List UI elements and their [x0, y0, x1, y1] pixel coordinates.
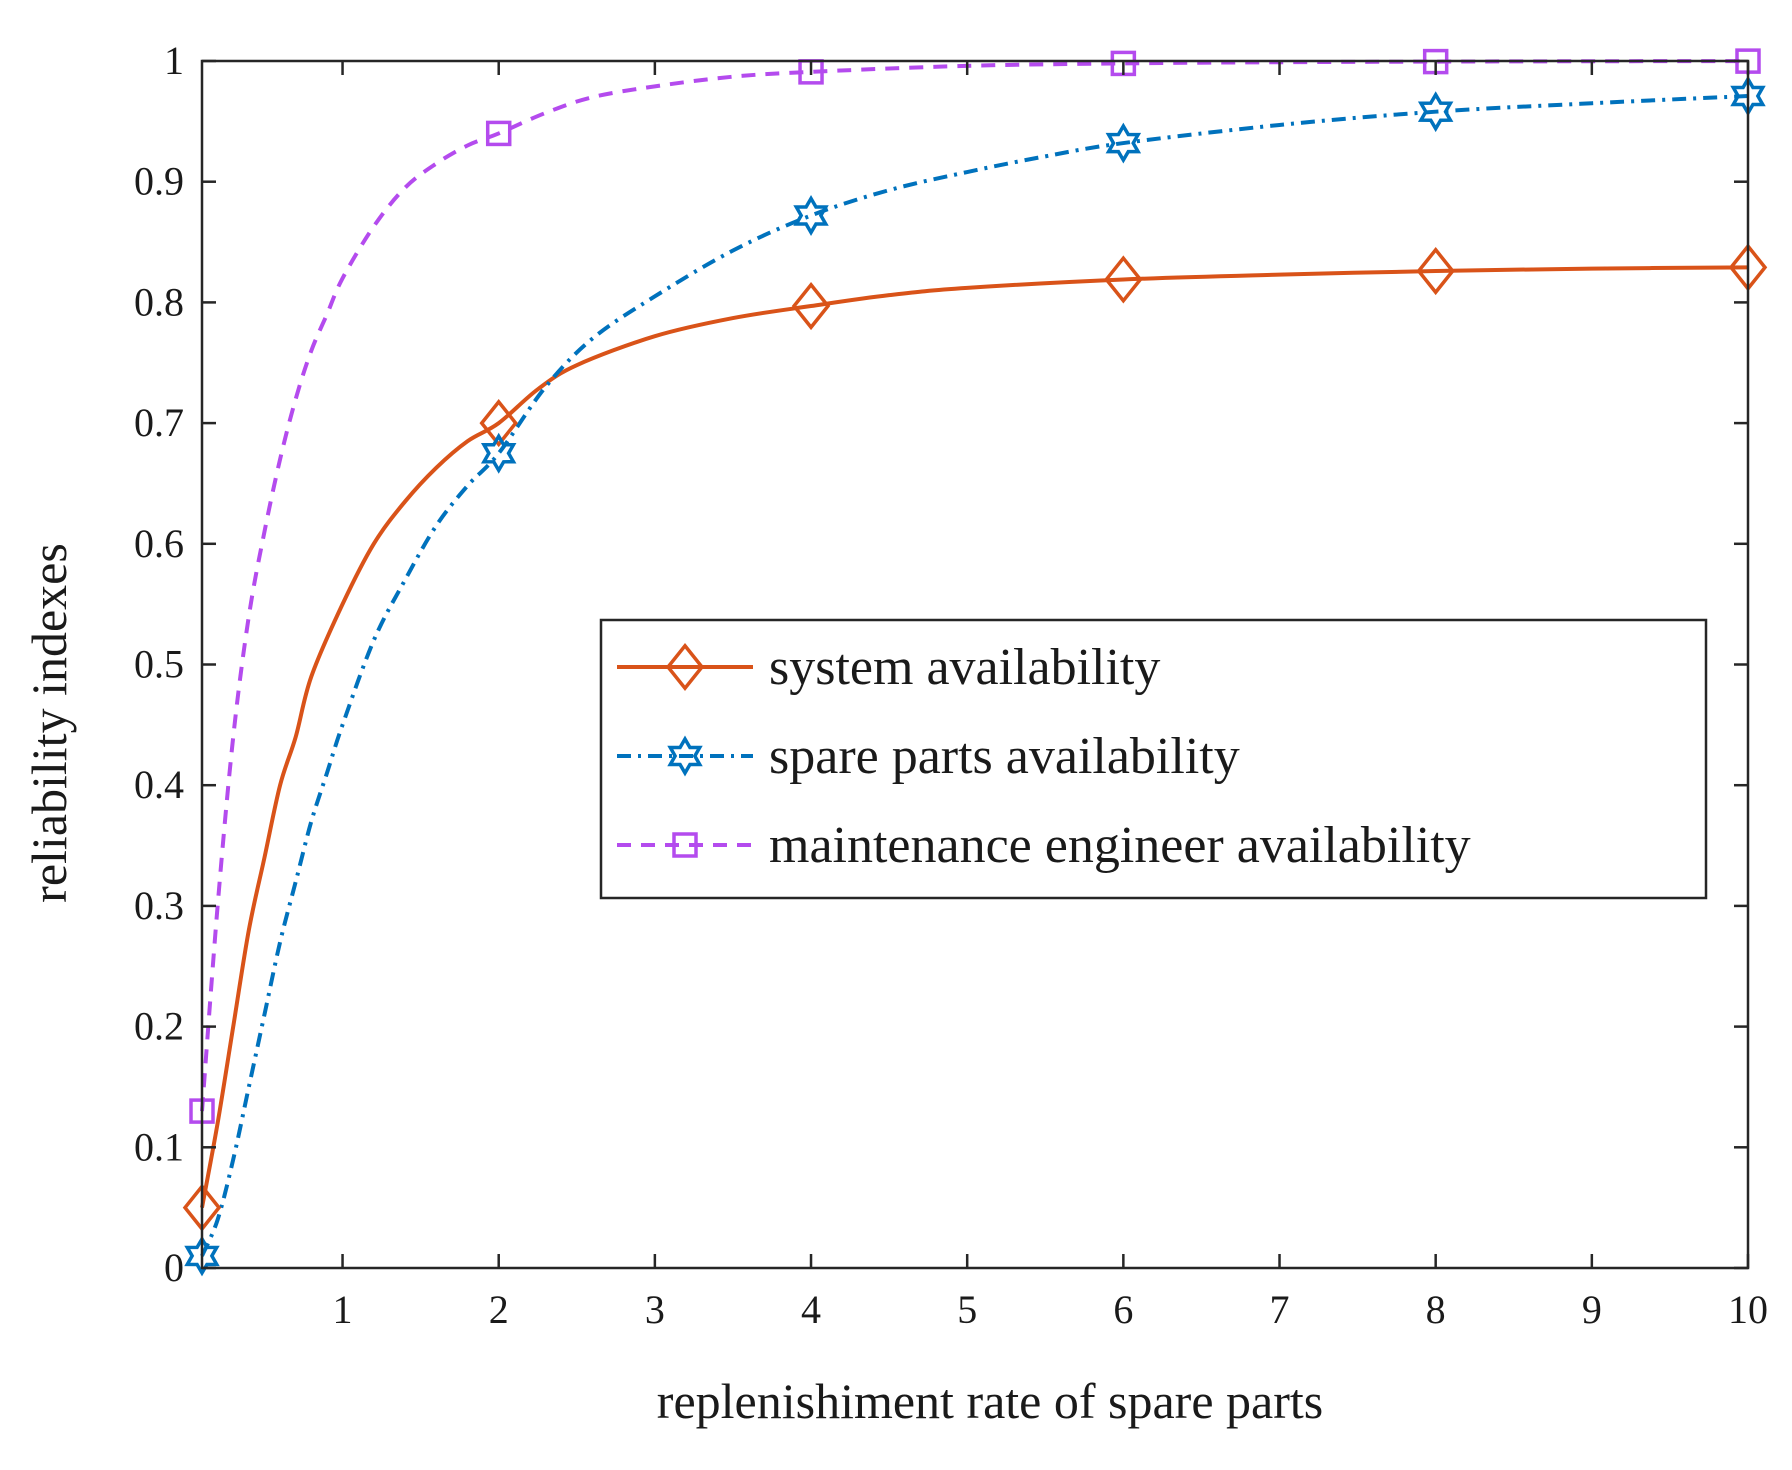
y-tick-label: 0.4	[134, 762, 184, 807]
spare-parts-availability-point	[480, 432, 517, 474]
y-tick-label: 0.8	[134, 279, 184, 324]
y-tick-label: 0.2	[134, 1004, 184, 1049]
legend-label-spare-parts-availability: spare parts availability	[769, 728, 1240, 785]
spare-parts-availability-line	[200, 94, 1749, 1257]
maintenance-engineer-availability-point	[485, 120, 512, 147]
system-availability-point	[1416, 246, 1455, 296]
spare-parts-availability-point	[1417, 91, 1454, 133]
system-availability-line	[200, 265, 1749, 1209]
system-availability-point	[791, 281, 831, 331]
y-tick-label: 0.3	[134, 883, 184, 928]
x-tick-label: 7	[1270, 1287, 1290, 1332]
y-axis-label: reliability indexes	[21, 543, 77, 903]
spare-parts-availability-point	[793, 195, 829, 236]
x-tick-label: 1	[333, 1287, 353, 1332]
y-tick-label: 0.6	[134, 521, 184, 566]
x-tick-label: 3	[645, 1287, 665, 1332]
x-tick-label: 10	[1728, 1287, 1768, 1332]
legend-marker-maintenance-engineer-availability	[672, 832, 698, 858]
y-tick-label: 0	[164, 1245, 184, 1290]
series-layer	[200, 59, 1749, 1257]
tick-layer: 1 2 3 4 5 6 7 8 9 10 0 0.1 0.2 0.3 0.4 0.5 0.6 0.7 0.8 0.9 1	[134, 38, 1768, 1332]
spare-parts-availability-point	[1105, 122, 1142, 164]
legend-label-system-availability: system availability	[769, 639, 1160, 696]
x-tick-label: 9	[1582, 1287, 1602, 1332]
system-availability-point	[479, 399, 518, 448]
y-tick-label: 0.5	[134, 642, 184, 687]
legend-marker-spare-parts-availability	[667, 735, 703, 777]
legend: system availability spare parts availabil…	[599, 618, 1708, 900]
legend-box	[599, 618, 1708, 900]
x-tick-label: 2	[489, 1287, 509, 1332]
y-tick-label: 0.7	[134, 400, 184, 445]
x-tick-label: 4	[801, 1287, 821, 1332]
y-tick-label: 1	[164, 38, 184, 83]
spare-parts-availability-point	[184, 1235, 220, 1277]
x-axis-label: replenishiment rate of spare parts	[657, 1373, 1323, 1429]
maintenance-engineer-availability-line	[200, 59, 1749, 1112]
x-tick-label: 6	[1113, 1287, 1133, 1332]
x-tick-label: 8	[1426, 1287, 1446, 1332]
system-availability-point	[1104, 255, 1143, 304]
y-tick-label: 0.1	[134, 1124, 184, 1169]
x-tick-label: 5	[957, 1287, 977, 1332]
legend-label-maintenance-engineer-availability: maintenance engineer availability	[769, 817, 1471, 874]
legend-marker-system-availability	[665, 642, 705, 692]
y-tick-label: 0.9	[134, 159, 184, 204]
